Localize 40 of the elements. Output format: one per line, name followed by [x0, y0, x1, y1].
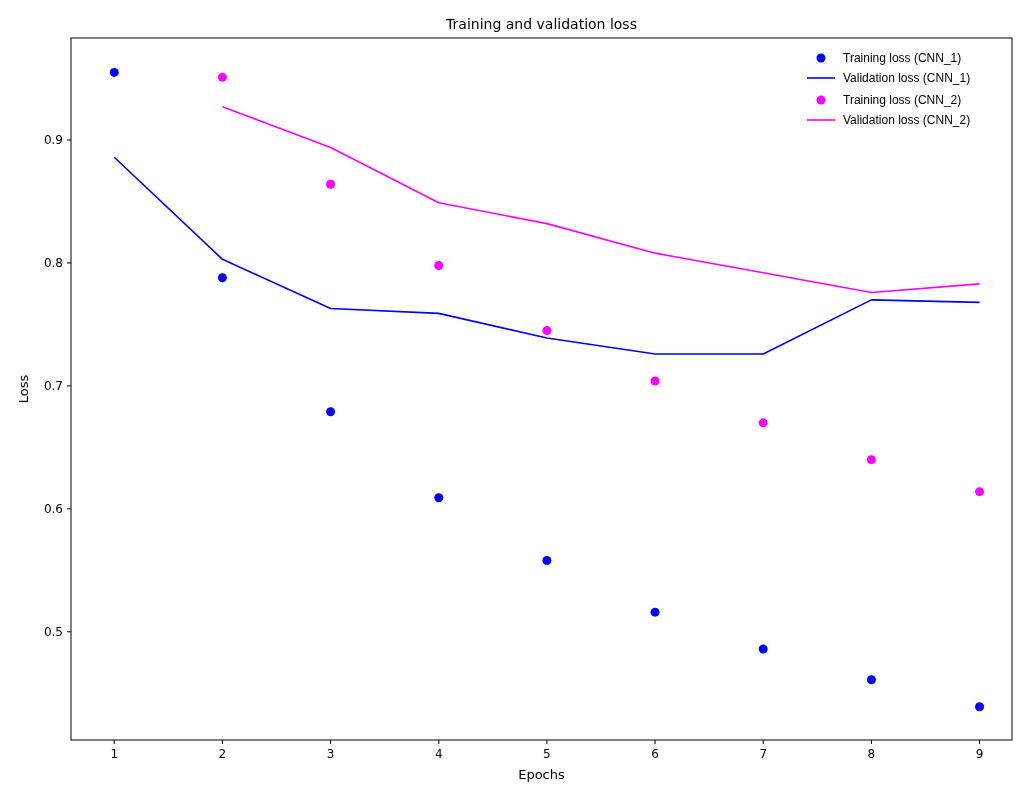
point [758, 644, 768, 654]
point [650, 376, 660, 386]
point [434, 493, 444, 503]
point [326, 407, 336, 417]
x-tick-label: 2 [218, 747, 227, 761]
legend-label: Validation loss (CNN_2) [843, 113, 971, 127]
y-tick-label: 0.9 [43, 133, 63, 148]
point [109, 67, 119, 77]
line-series [113, 156, 981, 355]
line-series [221, 106, 981, 294]
y-tick-label: 0.7 [43, 378, 63, 393]
y-axis-title: Loss [16, 374, 31, 404]
chart-title: Training and validation loss [445, 16, 637, 32]
legend-label: Validation loss (CNN_1) [843, 71, 971, 85]
legend-label: Training loss (CNN_1) [843, 51, 962, 65]
y-tick-label: 0.6 [43, 501, 63, 516]
x-tick-label: 3 [326, 747, 335, 761]
x-tick-label: 5 [543, 747, 551, 761]
point [650, 607, 660, 617]
point [866, 455, 876, 465]
x-tick-label: 6 [651, 747, 659, 761]
y-tick-label: 0.8 [43, 255, 63, 270]
x-tick-label: 9 [975, 747, 984, 761]
y-tick-label: 0.5 [43, 624, 63, 639]
point [217, 273, 227, 283]
point [542, 556, 552, 565]
point [326, 179, 336, 189]
point [866, 675, 876, 685]
point [434, 260, 444, 270]
x-axis-title: Epochs [518, 767, 566, 782]
point [542, 326, 552, 336]
legend-label: Training loss (CNN_2) [843, 93, 962, 107]
x-tick-label: 8 [867, 747, 876, 761]
x-tick-label: 7 [759, 747, 768, 761]
point [975, 702, 985, 712]
x-tick-label: 4 [434, 747, 443, 761]
point [217, 72, 227, 82]
point [975, 487, 985, 497]
point [758, 418, 768, 428]
x-tick-label: 1 [110, 747, 119, 761]
